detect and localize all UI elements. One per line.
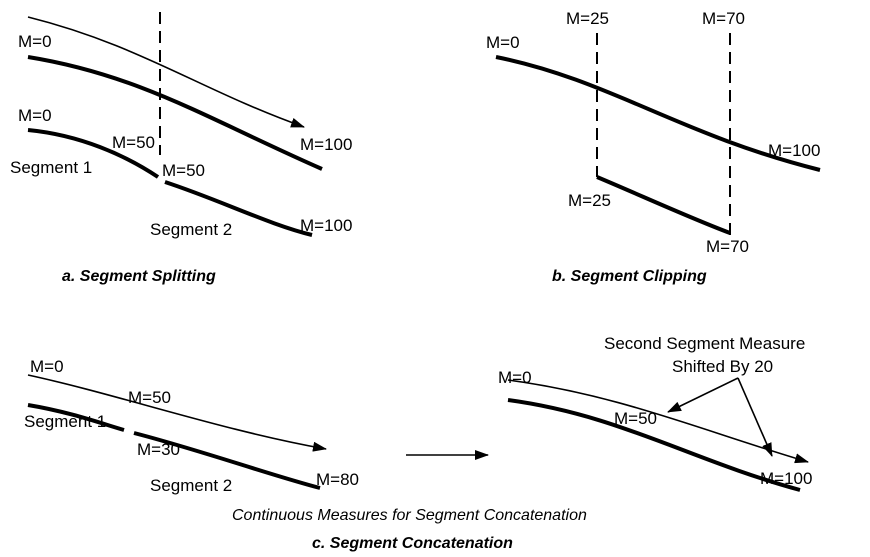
panel-a-top-end-label: M=100 xyxy=(300,135,352,154)
panel-c-annotation-line-1: Second Segment Measure xyxy=(604,334,805,353)
panel-a-top-start-label: M=0 xyxy=(18,32,52,51)
panel-b-line-end-label: M=100 xyxy=(768,141,820,160)
panel-b-original-line xyxy=(495,55,821,172)
panel-a-caption: a. Segment Splitting xyxy=(62,268,216,285)
panel-c-annotation-pointer-mid xyxy=(667,377,739,413)
panel-a-seg1-end-label: M=50 xyxy=(112,133,155,152)
panel-c-subcaption: Continuous Measures for Segment Concaten… xyxy=(232,507,587,524)
panel-b-segment-clipping: M=25 M=70 M=0 M=100 M=25 M=70 b. Segment… xyxy=(486,9,821,285)
panel-c-left-segment-2-line xyxy=(133,431,321,490)
panel-c-caption: c. Segment Concatenation xyxy=(312,535,513,552)
panel-a-seg2-start-label: M=50 xyxy=(162,161,205,180)
panel-c-right-end-label: M=100 xyxy=(760,469,812,488)
panel-c-left-segment-1-line xyxy=(27,403,125,432)
panel-a-seg2-label: Segment 2 xyxy=(150,220,232,239)
panel-a-segment-splitting: M=0 M=100 M=0 M=50 Segment 1 M=50 Segmen… xyxy=(10,12,352,285)
panel-c-annotation-pointer-end xyxy=(737,377,773,457)
panel-a-original-line xyxy=(27,55,323,171)
panel-c-annotation-line-2: Shifted By 20 xyxy=(672,357,773,376)
panel-c-left-measure-arrow xyxy=(27,374,327,452)
panel-a-seg1-label: Segment 1 xyxy=(10,158,92,177)
panel-b-clipped-end-label: M=70 xyxy=(706,237,749,256)
panel-c-left-seg2-start-label: M=30 xyxy=(137,440,180,459)
panel-b-caption: b. Segment Clipping xyxy=(552,268,707,285)
panel-c-left-seg1-label: Segment 1 xyxy=(24,412,106,431)
panel-c-left-seg1-start-label: M=0 xyxy=(30,357,64,376)
panel-c-left-seg1-end-label: M=50 xyxy=(128,388,171,407)
panel-c-right-concatenated-line xyxy=(507,398,801,492)
panel-a-segment-1-line xyxy=(27,128,160,179)
panel-c-right-result: M=0 M=50 M=100 Second Segment Measure Sh… xyxy=(498,334,812,492)
panel-b-clipped-start-label: M=25 xyxy=(568,191,611,210)
panel-c-right-mid-label: M=50 xyxy=(614,409,657,428)
panel-c-right-measure-arrow xyxy=(507,379,809,464)
panel-b-line-start-label: M=0 xyxy=(486,33,520,52)
panel-c-left-segments: M=0 M=50 Segment 1 M=30 Segment 2 M=80 xyxy=(24,357,359,495)
panel-c-left-seg2-end-label: M=80 xyxy=(316,470,359,489)
panel-c-left-seg2-label: Segment 2 xyxy=(150,476,232,495)
panel-a-segment-2-line xyxy=(164,180,313,237)
panel-a-bottom-start-label: M=0 xyxy=(18,106,52,125)
panel-b-clip-end-label: M=70 xyxy=(702,9,745,28)
panel-b-clipped-segment-line xyxy=(596,175,731,235)
panel-a-measure-arrow xyxy=(27,16,305,128)
panel-a-seg2-end-label: M=100 xyxy=(300,216,352,235)
panel-c-right-start-label: M=0 xyxy=(498,368,532,387)
panel-b-clip-start-label: M=25 xyxy=(566,9,609,28)
